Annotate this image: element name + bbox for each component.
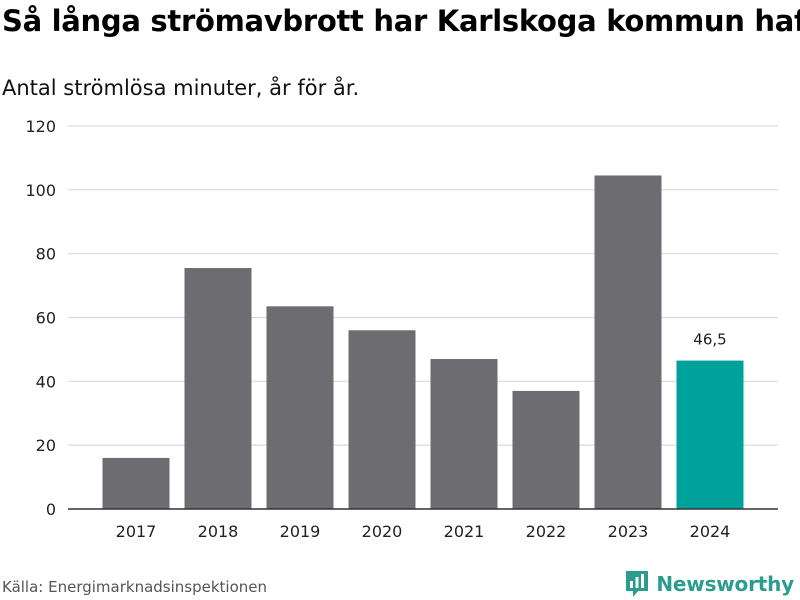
x-tick-label: 2020 (362, 522, 403, 541)
bar-2020 (348, 330, 416, 509)
data-label: 46,5 (693, 331, 726, 349)
y-tick-label: 60 (36, 309, 56, 328)
x-tick-label: 2023 (608, 522, 649, 541)
y-tick-label: 100 (25, 181, 56, 200)
bar-2021 (430, 358, 498, 509)
x-tick-label: 2021 (444, 522, 485, 541)
bar-2023 (594, 175, 662, 510)
y-tick-label: 0 (46, 500, 56, 519)
chart-subtitle: Antal strömlösa minuter, år för år. (2, 76, 360, 100)
bar-2017 (102, 457, 170, 509)
source-note: Källa: Energimarknadsinspektionen (2, 578, 268, 596)
newsworthy-logo-icon (626, 571, 649, 597)
y-tick-label: 120 (25, 117, 56, 136)
y-tick-label: 80 (36, 245, 56, 264)
gridlines (68, 125, 778, 446)
chart-title: Så långa strömavbrott har Karlskoga komm… (2, 4, 800, 38)
y-axis-ticks: 0 20 40 60 80 100 120 (25, 117, 56, 519)
x-tick-label: 2019 (280, 522, 321, 541)
x-tick-label: 2018 (198, 522, 239, 541)
bar-2022 (512, 390, 580, 509)
y-tick-label: 40 (36, 372, 56, 391)
brand-logo[interactable]: Newsworthy (624, 569, 794, 599)
x-axis-ticks: 2017 2018 2019 2020 2021 2022 2023 2024 (116, 522, 731, 541)
bar-2018 (184, 268, 252, 509)
bar-2019 (266, 306, 334, 509)
x-tick-label: 2024 (690, 522, 731, 541)
bar-2024 (676, 360, 744, 509)
x-tick-label: 2017 (116, 522, 157, 541)
y-tick-label: 20 (36, 436, 56, 455)
bars (102, 175, 744, 510)
x-tick-label: 2022 (526, 522, 567, 541)
data-labels: 46,5 (693, 331, 726, 349)
brand-name: Newsworthy (656, 572, 794, 596)
